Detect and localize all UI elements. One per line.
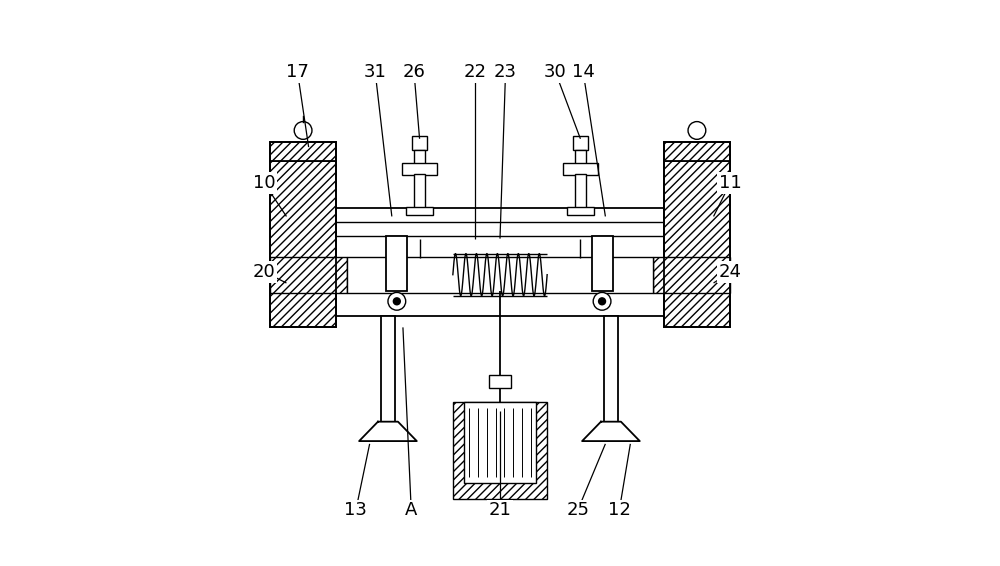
Bar [402,162,437,175]
Circle shape [294,122,312,139]
Bar [653,257,730,293]
Text: 21: 21 [489,501,511,520]
Polygon shape [582,422,640,441]
Circle shape [593,293,611,310]
Text: 11: 11 [719,174,742,192]
Bar [575,174,586,208]
Bar [270,257,347,293]
Bar [412,136,427,150]
Circle shape [388,293,406,310]
Bar [270,142,336,327]
Bar [567,207,594,215]
Bar [489,375,511,388]
Text: 30: 30 [544,63,567,82]
Bar [406,207,433,215]
Text: 13: 13 [344,501,367,520]
Bar [575,150,586,164]
Text: A: A [405,501,417,520]
Text: 17: 17 [286,63,309,82]
Bar [592,236,613,291]
Polygon shape [359,422,417,441]
Text: 14: 14 [572,63,595,82]
Bar [453,402,547,499]
Bar [563,162,598,175]
Bar [464,402,536,483]
Bar [270,142,336,161]
Circle shape [599,298,605,305]
Bar [336,208,664,316]
Text: 10: 10 [253,174,276,192]
Bar [381,316,395,422]
Text: 26: 26 [403,63,425,82]
Text: 23: 23 [494,63,517,82]
Bar [664,142,730,161]
Text: 25: 25 [566,501,589,520]
Text: 31: 31 [364,63,387,82]
Bar [386,236,407,291]
Bar [664,161,730,327]
Bar [414,174,425,208]
Bar [414,150,425,164]
Text: 22: 22 [464,63,487,82]
Text: 24: 24 [719,263,742,281]
Circle shape [688,122,706,139]
Bar [604,316,618,422]
Bar [347,257,653,293]
Bar [573,136,588,150]
Text: 20: 20 [253,263,276,281]
Circle shape [394,298,400,305]
Bar [270,161,336,327]
Bar [664,142,730,327]
Text: 12: 12 [608,501,631,520]
